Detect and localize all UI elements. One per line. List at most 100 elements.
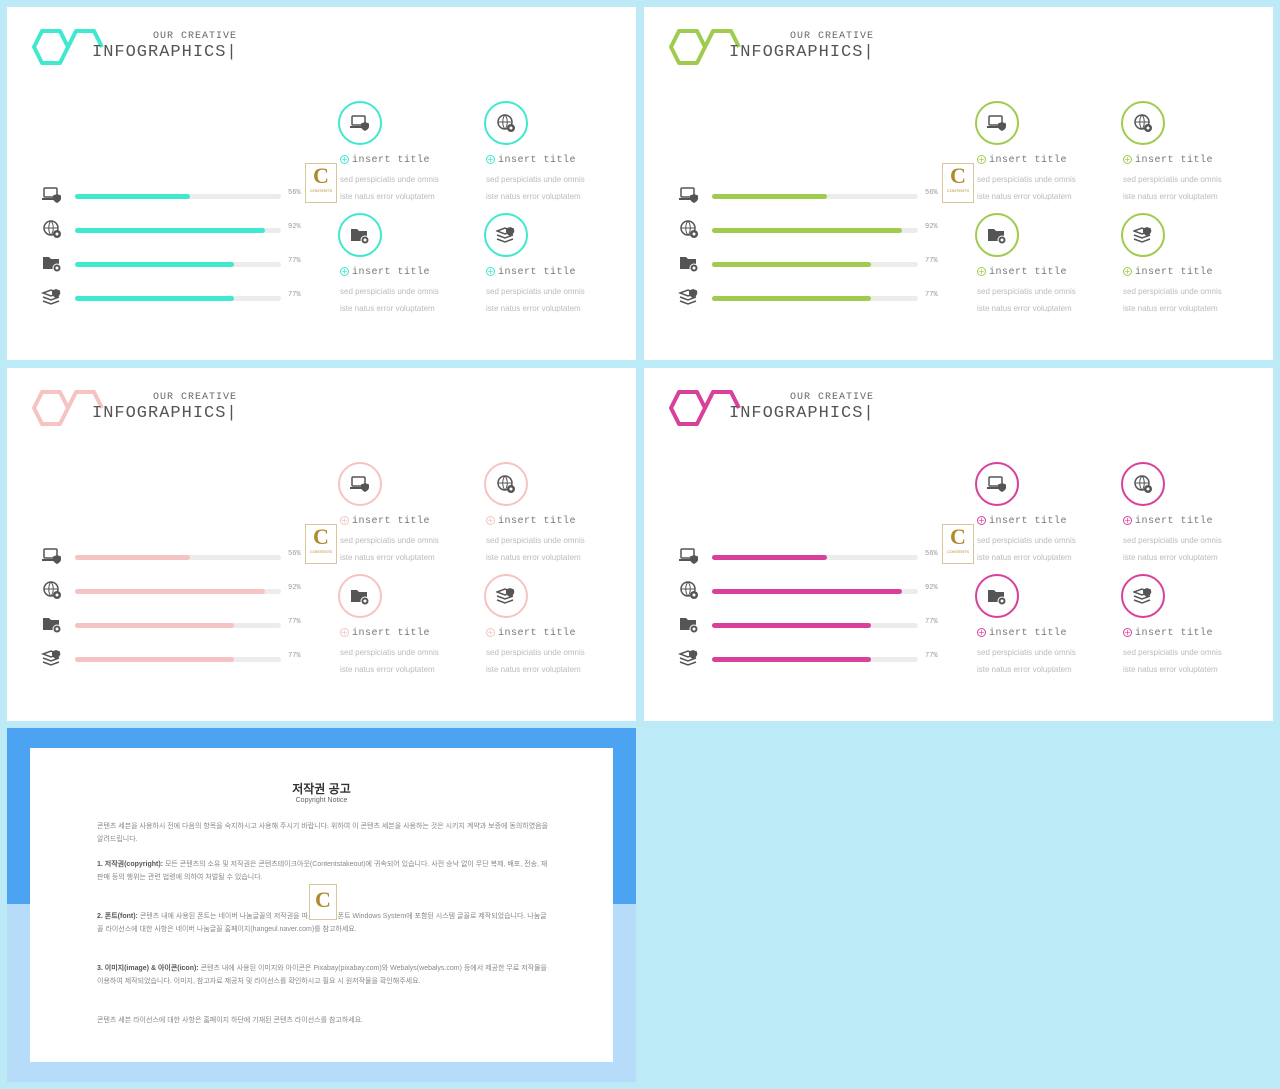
bar-icon xyxy=(40,648,63,668)
feature-desc-line: sed perspiciatis unde omnis xyxy=(977,287,1076,296)
feature-description: sed perspiciatis unde omnis iste natus er… xyxy=(1123,644,1222,678)
progress-bar-row: 92% xyxy=(41,580,311,614)
feature-title: + insert title xyxy=(486,155,576,166)
notice-paragraph-heading: 1. 저작권(copyright): xyxy=(97,861,163,868)
feature-desc-line: iste natus error voluptatem xyxy=(340,665,435,674)
globe-gear-icon xyxy=(497,114,515,132)
progress-bar-row: 92% xyxy=(678,580,948,614)
progress-percent: 56% xyxy=(288,550,301,558)
feature-desc-line: iste natus error voluptatem xyxy=(1123,304,1218,313)
feature-desc-line: iste natus error voluptatem xyxy=(977,553,1072,562)
feature-title: + insert title xyxy=(1123,267,1213,278)
progress-bar-row: 56% xyxy=(678,546,948,580)
progress-bar-row: 77% xyxy=(678,614,948,648)
progress-track xyxy=(712,262,918,267)
notice-paragraph-image: 3. 이미지(image) & 아이콘(icon): 콘텐츠 내에 사용된 이미… xyxy=(97,962,549,988)
feature-desc-line: sed perspiciatis unde omnis xyxy=(1123,287,1222,296)
feature-icon-circle xyxy=(1121,462,1165,506)
feature-icon-circle xyxy=(338,574,382,618)
folder-gear-icon xyxy=(680,257,699,273)
feature-desc-line: iste natus error voluptatem xyxy=(486,192,581,201)
progress-bar-row: 56% xyxy=(41,185,311,219)
notice-paragraph-body: 콘텐츠 내에 사용된 이미지와 아이콘은 Pixabay(pixabay.com… xyxy=(97,965,547,985)
feature-desc-line: iste natus error voluptatem xyxy=(486,304,581,313)
hexagon-logo-icon xyxy=(32,390,104,426)
slide-subtitle: OUR CREATIVE xyxy=(790,31,875,42)
progress-percent: 56% xyxy=(288,189,301,197)
feature-desc-line: sed perspiciatis unde omnis xyxy=(1123,175,1222,184)
badge-letter: C xyxy=(313,524,329,549)
bar-icon xyxy=(41,614,63,634)
contents-logo-badge: C xyxy=(309,884,337,920)
laptop-shield-icon xyxy=(42,187,61,203)
notice-paragraph-heading: 3. 이미지(image) & 아이콘(icon): xyxy=(97,965,199,972)
feature-title-text: insert title xyxy=(498,516,577,527)
feature-title: + insert title xyxy=(486,267,576,278)
feature-title: + insert title xyxy=(340,628,430,639)
feature-description: sed perspiciatis unde omnis iste natus er… xyxy=(1123,283,1222,317)
feature-title-text: insert title xyxy=(1135,628,1214,639)
progress-fill xyxy=(75,194,191,199)
feature-description: sed perspiciatis unde omnis iste natus er… xyxy=(977,644,1076,678)
stack-shield-icon xyxy=(677,289,699,305)
feature-icon-circle xyxy=(1121,574,1165,618)
stack-shield-icon xyxy=(496,588,516,604)
feature-title-text: insert title xyxy=(989,155,1068,166)
feature-description: sed perspiciatis unde omnis iste natus er… xyxy=(486,171,585,205)
feature-desc-line: sed perspiciatis unde omnis xyxy=(340,175,439,184)
stack-shield-icon xyxy=(40,650,62,666)
feature-icon-circle xyxy=(484,101,528,145)
feature-title-text: insert title xyxy=(989,628,1068,639)
notice-outro: 콘텐츠 세븐 라이선스에 대한 사항은 홈페이지 하단에 기재된 콘텐츠 라이선… xyxy=(97,1017,364,1024)
feature-title-text: insert title xyxy=(1135,155,1214,166)
feature-title-text: insert title xyxy=(1135,516,1214,527)
progress-fill xyxy=(75,296,234,301)
progress-fill xyxy=(75,228,265,233)
progress-fill xyxy=(712,296,871,301)
feature-desc-line: sed perspiciatis unde omnis xyxy=(486,536,585,545)
progress-percent: 77% xyxy=(288,652,301,660)
feature-title-text: insert title xyxy=(1135,267,1214,278)
notice-intro: 콘텐츠 세븐을 사용하시 전에 다음의 항목을 숙지하시고 사용해 주시기 바랍… xyxy=(97,823,549,843)
infographic-slide-green: OUR CREATIVE INFOGRAPHICS| 56% 92% 77% 77% C CO… xyxy=(644,7,1273,360)
feature-icon-circle xyxy=(338,462,382,506)
badge-letter: C xyxy=(950,163,966,188)
hexagon-logo-icon xyxy=(669,29,741,65)
laptop-shield-icon xyxy=(42,548,61,564)
progress-track xyxy=(712,657,918,662)
progress-track xyxy=(75,296,281,301)
plus-circle-icon: + xyxy=(486,516,495,525)
bar-icon xyxy=(41,580,63,600)
laptop-shield-icon xyxy=(350,476,369,492)
feature-desc-line: sed perspiciatis unde omnis xyxy=(340,536,439,545)
progress-bar-row: 77% xyxy=(678,253,948,287)
progress-bar-row: 77% xyxy=(41,253,311,287)
badge-text: CONTENTS xyxy=(947,188,969,193)
bar-icon xyxy=(678,614,700,634)
badge-text: CONTENTS xyxy=(947,549,969,554)
progress-track xyxy=(75,262,281,267)
contents-logo-badge: C CONTENTS xyxy=(305,524,337,564)
progress-fill xyxy=(712,589,902,594)
feature-title-text: insert title xyxy=(498,155,577,166)
progress-percent: 56% xyxy=(925,189,938,197)
badge-letter: C xyxy=(315,887,331,912)
progress-track xyxy=(75,657,281,662)
feature-title-text: insert title xyxy=(989,516,1068,527)
progress-track xyxy=(75,555,281,560)
plus-circle-icon: + xyxy=(1123,267,1132,276)
plus-circle-icon: + xyxy=(486,155,495,164)
feature-icon-circle xyxy=(975,213,1019,257)
progress-track xyxy=(712,228,918,233)
progress-bar-row: 92% xyxy=(678,219,948,253)
feature-description: sed perspiciatis unde omnis iste natus er… xyxy=(977,283,1076,317)
feature-description: sed perspiciatis unde omnis iste natus er… xyxy=(486,644,585,678)
plus-circle-icon: + xyxy=(340,267,349,276)
feature-title: + insert title xyxy=(1123,516,1213,527)
feature-description: sed perspiciatis unde omnis iste natus er… xyxy=(977,171,1076,205)
progress-percent: 77% xyxy=(925,618,938,626)
progress-percent: 77% xyxy=(288,257,301,265)
feature-title: + insert title xyxy=(486,516,576,527)
progress-percent: 77% xyxy=(925,652,938,660)
infographic-slide-pink: OUR CREATIVE INFOGRAPHICS| 56% 92% 77% 77% C CO… xyxy=(7,368,636,721)
